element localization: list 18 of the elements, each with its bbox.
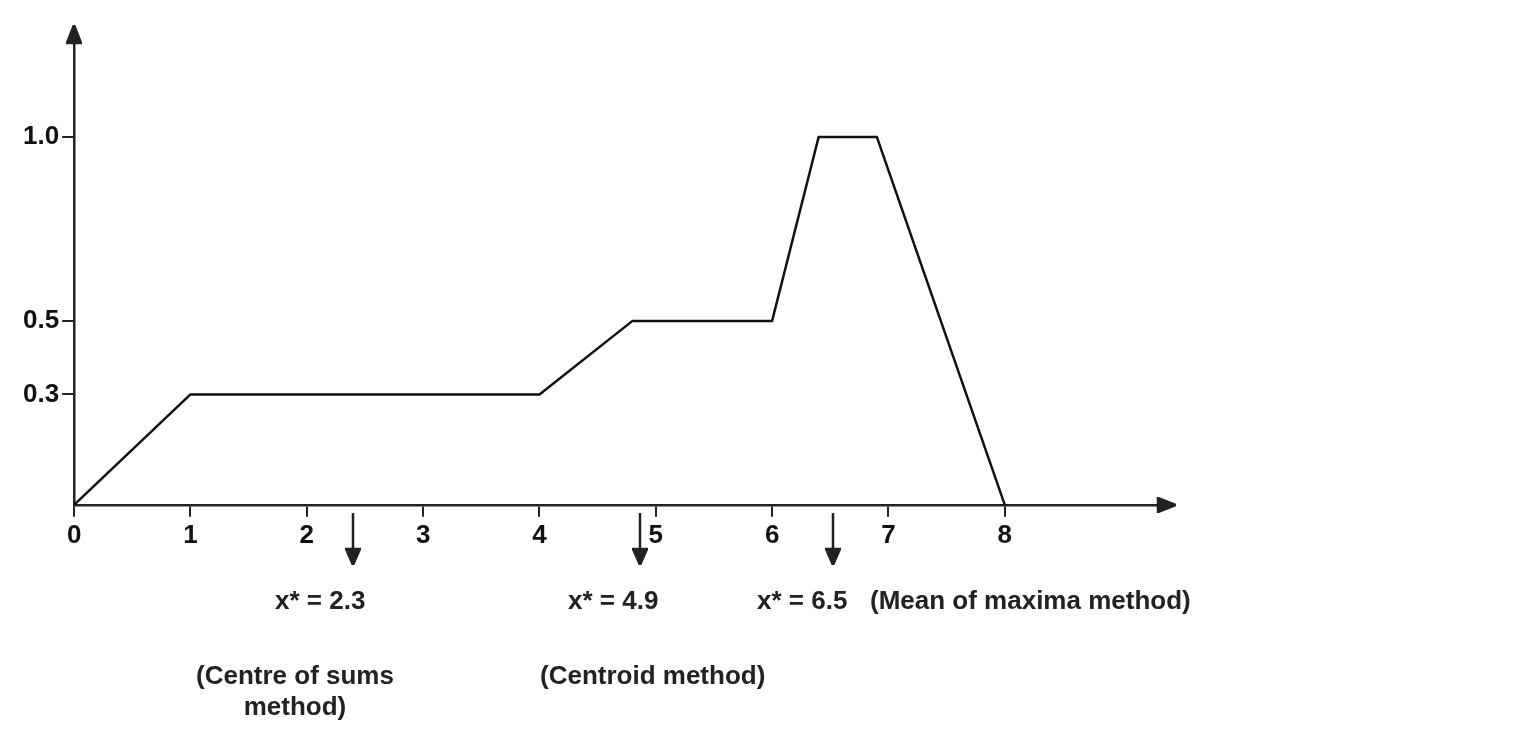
text: x* = 4.9: [568, 584, 659, 616]
x-tick-label: 2: [299, 518, 315, 549]
y-tick-label: 0.3: [22, 377, 60, 408]
x-tick-label: 8: [997, 518, 1013, 549]
text: (Mean of maxima method): [870, 584, 1191, 616]
x-tick-label: 1: [183, 518, 198, 549]
text: x* = 6.5: [757, 584, 848, 616]
text: x* = 2.3: [275, 584, 366, 616]
x-tick-label: 3: [415, 518, 431, 549]
x-tick-label: 0: [66, 518, 82, 549]
x-tick-label: 7: [881, 518, 896, 549]
x-tick-label: 5: [648, 518, 664, 549]
text: (Centre of sums method): [195, 659, 395, 722]
x-tick-label: 6: [764, 518, 780, 549]
y-tick-label: 1.0: [22, 120, 60, 151]
text: (Centroid method): [540, 659, 766, 691]
y-tick-label: 0.5: [22, 304, 60, 335]
x-tick-label: 4: [532, 518, 548, 549]
